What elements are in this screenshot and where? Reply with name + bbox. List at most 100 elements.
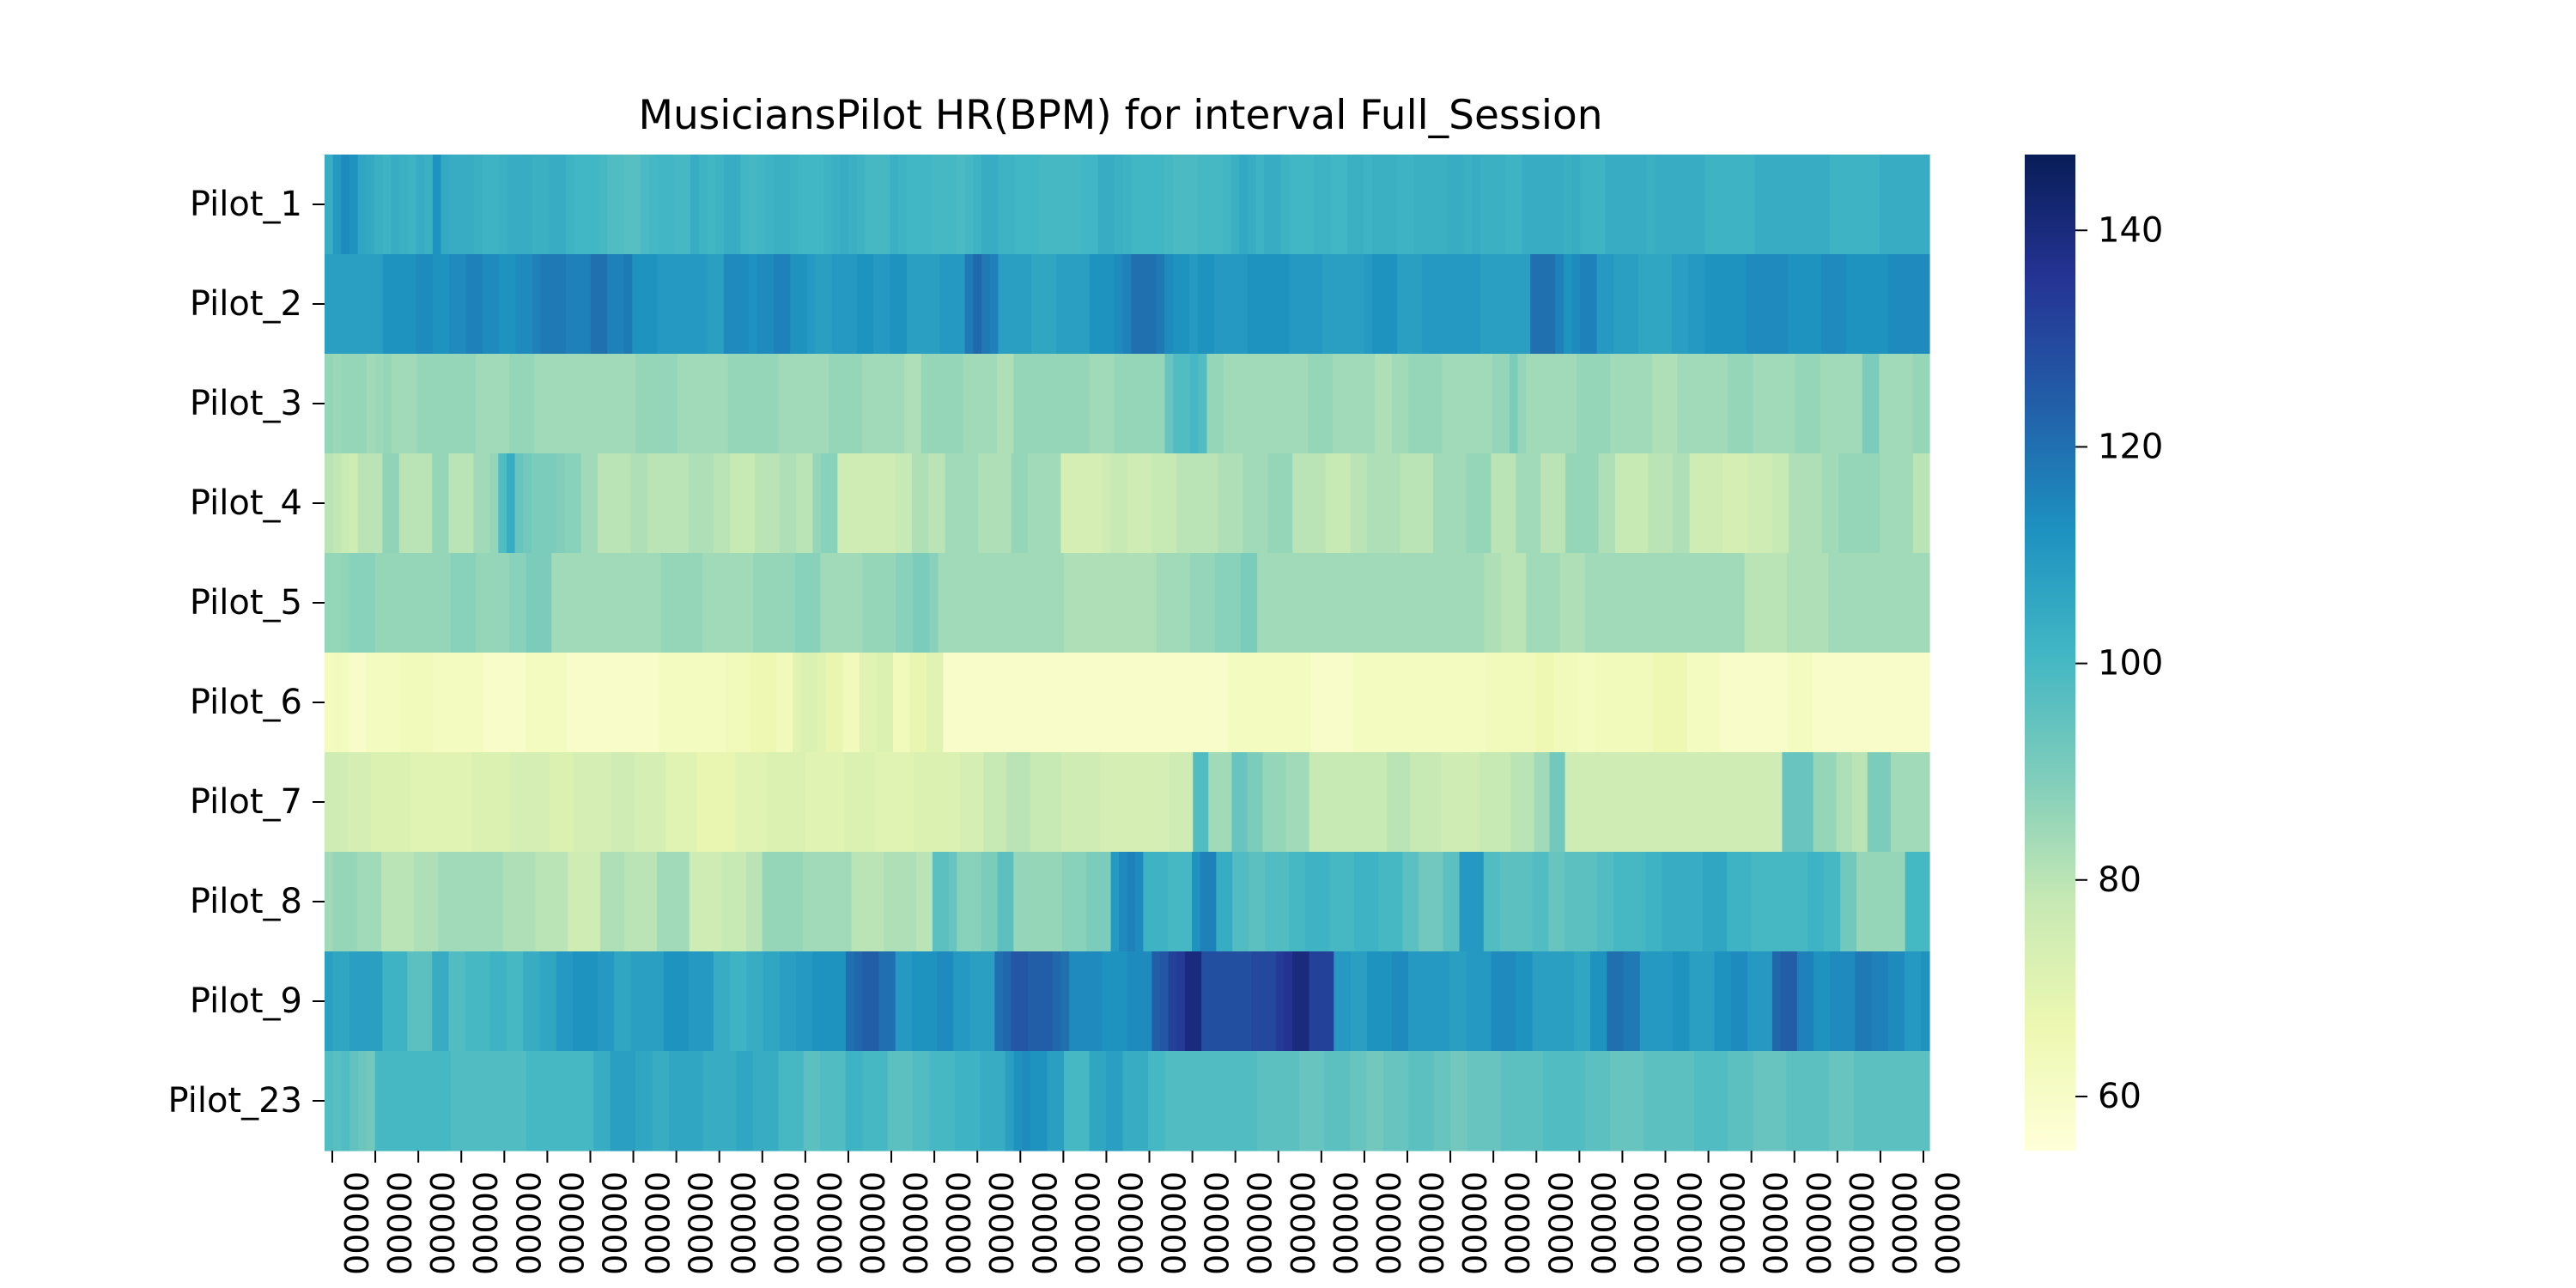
heatmap-cell <box>1355 752 1364 853</box>
heatmap-cell <box>701 653 710 753</box>
heatmap-cell <box>1056 254 1066 355</box>
heatmap-cell <box>592 653 601 753</box>
heatmap-cell <box>715 155 725 255</box>
heatmap-cell <box>1870 1051 1880 1151</box>
heatmap-cell <box>459 1051 468 1151</box>
heatmap-cell <box>845 453 855 554</box>
heatmap-cell <box>1735 1051 1746 1151</box>
heatmap-cell <box>641 653 652 753</box>
heatmap-cell <box>1820 1051 1830 1151</box>
heatmap-cell <box>1200 752 1209 853</box>
heatmap-cell <box>349 155 359 255</box>
x-tick-label: 00000 <box>1928 1171 1965 1275</box>
heatmap-cell <box>769 1051 780 1151</box>
heatmap-cell <box>797 752 806 853</box>
heatmap-cell <box>1027 951 1037 1052</box>
heatmap-cell <box>1227 653 1236 753</box>
heatmap-cell <box>1366 951 1376 1052</box>
heatmap-cell <box>349 453 359 554</box>
heatmap-cell <box>539 453 549 554</box>
heatmap-cell <box>939 254 949 355</box>
heatmap-cell <box>829 354 838 454</box>
heatmap-cell <box>1921 852 1930 952</box>
heatmap-cell <box>1321 852 1331 952</box>
heatmap-cell <box>1595 752 1605 853</box>
heatmap-cell <box>1921 752 1930 853</box>
heatmap-cell <box>1176 951 1186 1052</box>
heatmap-cell <box>1118 653 1128 753</box>
heatmap-cell <box>723 155 733 255</box>
heatmap-cell <box>1380 254 1390 355</box>
heatmap-cell <box>1097 553 1107 653</box>
heatmap-cell <box>1447 254 1456 355</box>
heatmap-cell <box>1518 752 1528 853</box>
heatmap-cell <box>1921 254 1930 355</box>
heatmap-cell <box>1694 354 1704 454</box>
heatmap-cell <box>1402 653 1413 753</box>
heatmap-cell <box>1718 852 1728 952</box>
heatmap-cell <box>1828 354 1838 454</box>
heatmap-cell <box>887 553 897 653</box>
heatmap-cell <box>1771 951 1782 1052</box>
heatmap-cell <box>929 553 939 653</box>
heatmap-cell <box>1854 155 1864 255</box>
heatmap-cell <box>996 354 1006 454</box>
heatmap-cell <box>325 553 334 653</box>
heatmap-cell <box>1904 254 1914 355</box>
heatmap-cell <box>677 553 687 653</box>
heatmap-cell <box>1812 1051 1821 1151</box>
heatmap-cell <box>761 1051 771 1151</box>
heatmap-cell <box>1603 653 1613 753</box>
heatmap-cell <box>391 453 400 554</box>
heatmap-cell <box>1605 254 1614 355</box>
heatmap-cell <box>1702 1051 1712 1151</box>
heatmap-cell <box>1803 553 1813 653</box>
x-tick-label: 00000 <box>1713 1171 1751 1275</box>
heatmap-cell <box>736 1051 745 1151</box>
heatmap-cell <box>1804 254 1814 355</box>
heatmap-cell <box>383 553 392 653</box>
heatmap-cell <box>465 254 475 355</box>
heatmap-cell <box>1503 653 1512 753</box>
heatmap-cell <box>1397 254 1406 355</box>
heatmap-cell <box>1408 354 1418 454</box>
heatmap-cell <box>1719 354 1728 454</box>
heatmap-cell <box>1173 354 1182 454</box>
heatmap-cell <box>871 553 880 653</box>
heatmap-cell <box>325 1051 334 1151</box>
heatmap-cell <box>1076 752 1085 853</box>
heatmap-cell <box>415 951 425 1052</box>
heatmap-cell <box>1425 354 1435 454</box>
heatmap-cell <box>1836 752 1845 853</box>
heatmap-cell <box>1333 553 1342 653</box>
x-tick-label: 00000 <box>1540 1171 1578 1275</box>
heatmap-cell <box>1355 155 1365 255</box>
heatmap-cell <box>1347 752 1357 853</box>
heatmap-cell <box>929 752 938 853</box>
heatmap-cell <box>1053 752 1062 853</box>
heatmap-cell <box>890 155 899 255</box>
heatmap-cell <box>1882 752 1892 853</box>
heatmap-cell <box>1240 1051 1249 1151</box>
heatmap-cell <box>1060 453 1070 554</box>
heatmap-cell <box>719 553 729 653</box>
heatmap-cell <box>1417 354 1426 454</box>
heatmap-cell <box>1183 852 1193 952</box>
heatmap-cell <box>851 752 860 853</box>
heatmap-cell <box>1261 653 1270 753</box>
heatmap-cell <box>1119 852 1128 952</box>
heatmap-cell <box>957 852 966 952</box>
x-tick-label: 00000 <box>1110 1171 1148 1275</box>
heatmap-cell <box>746 951 756 1052</box>
heatmap-cell <box>425 752 434 853</box>
heatmap-cell <box>478 852 488 952</box>
heatmap-cell <box>901 653 910 753</box>
heatmap-cell <box>639 951 648 1052</box>
heatmap-cell <box>1364 155 1373 255</box>
heatmap-cell <box>1467 553 1477 653</box>
heatmap-cell <box>1214 155 1224 255</box>
heatmap-cell <box>539 951 549 1052</box>
heatmap-cell <box>1239 254 1249 355</box>
heatmap-cell <box>729 852 739 952</box>
heatmap-cell <box>652 1051 662 1151</box>
